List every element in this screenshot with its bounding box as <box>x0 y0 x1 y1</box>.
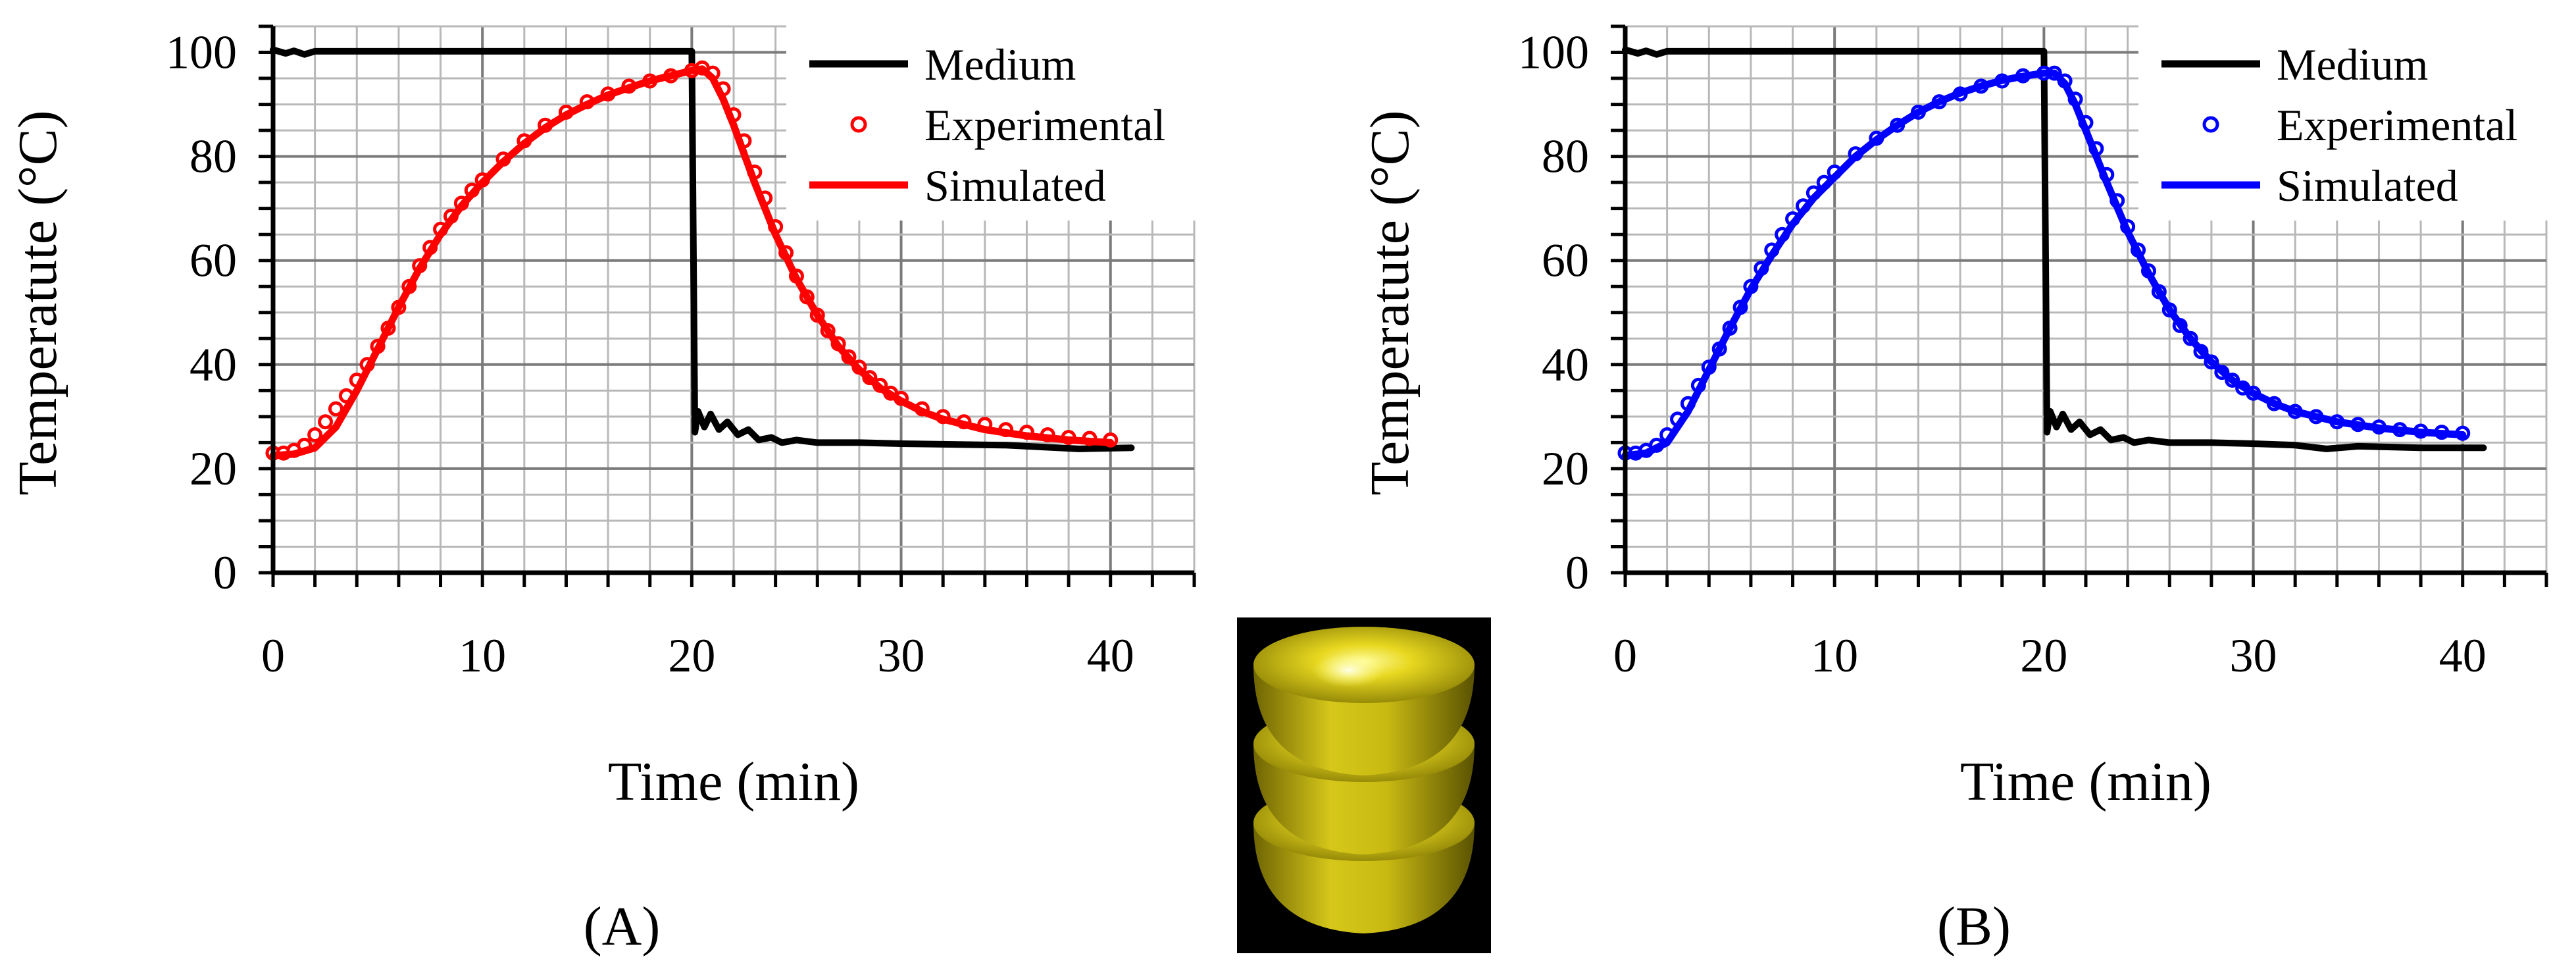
x-tick-label: 0 <box>261 629 285 682</box>
y-tick-label: 60 <box>189 234 237 287</box>
y-tick-label: 20 <box>189 442 237 495</box>
legend: Medium Experimental Simulated <box>786 23 1198 221</box>
x-tick-label: 40 <box>2439 629 2487 682</box>
bowl-top <box>1253 627 1475 775</box>
panel-label-b: (B) <box>1937 896 2011 957</box>
x-tick-label: 40 <box>1087 629 1134 682</box>
data-point-experimental <box>318 414 334 430</box>
chart-panel-a: 0 10 20 30 40 0 20 40 60 80 100 Temperatute (°C) T… <box>7 23 1198 812</box>
series-line-simulated <box>269 65 1115 459</box>
y-tick-label: 40 <box>1542 338 1589 391</box>
legend: Medium Experimental Simulated <box>2138 23 2550 221</box>
legend-label-medium: Medium <box>924 39 1076 90</box>
legend-label-simulated: Simulated <box>924 161 1106 211</box>
x-axis-label: Time (min) <box>608 751 859 812</box>
chart-panel-b: 0 10 20 30 40 0 20 40 60 80 100 Temperatute (°C) T… <box>1359 23 2550 812</box>
y-tick-label: 100 <box>166 26 237 79</box>
y-axis-label: Temperatute (°C) <box>7 110 68 495</box>
y-tick-label: 0 <box>1565 546 1589 599</box>
y-tick-label: 80 <box>1542 130 1589 183</box>
plot-series <box>265 46 1135 461</box>
x-tick-label: 10 <box>459 629 506 682</box>
series-line-simulated <box>1621 69 2467 459</box>
axes <box>1611 24 2548 587</box>
data-point-experimental <box>328 401 343 417</box>
y-tick-label: 0 <box>213 546 237 599</box>
legend-label-experimental: Experimental <box>2277 100 2517 150</box>
x-tick-label: 10 <box>1811 629 1858 682</box>
y-tick-label: 80 <box>189 130 237 183</box>
data-point-experimental <box>307 427 323 443</box>
x-tick-label: 30 <box>878 629 925 682</box>
x-tick-label: 20 <box>2020 629 2067 682</box>
legend-label-experimental: Experimental <box>924 100 1165 150</box>
series-line-medium <box>1622 46 2487 452</box>
legend-swatch-experimental <box>2202 116 2219 133</box>
tick-labels: 0 10 20 30 40 0 20 40 60 80 100 <box>166 26 1134 682</box>
legend-swatch-experimental <box>850 116 867 133</box>
y-tick-label: 100 <box>1518 26 1589 79</box>
y-tick-label: 60 <box>1542 234 1589 287</box>
tick-labels: 0 10 20 30 40 0 20 40 60 80 100 <box>1518 26 2487 682</box>
legend-label-medium: Medium <box>2277 39 2428 90</box>
y-axis-label: Temperatute (°C) <box>1359 110 1421 495</box>
panel-label-a: (A) <box>584 896 661 957</box>
legend-label-simulated: Simulated <box>2277 161 2458 211</box>
x-tick-label: 0 <box>1613 629 1637 682</box>
x-axis-label: Time (min) <box>1960 751 2211 812</box>
plot-series <box>1617 46 2487 461</box>
x-tick-label: 20 <box>668 629 715 682</box>
y-tick-label: 40 <box>189 338 237 391</box>
grid-lines <box>1625 25 2548 573</box>
model-inset <box>1237 617 1491 953</box>
x-tick-label: 30 <box>2230 629 2277 682</box>
axes <box>259 24 1196 587</box>
series-line-medium <box>270 46 1135 452</box>
y-tick-label: 20 <box>1542 442 1589 495</box>
